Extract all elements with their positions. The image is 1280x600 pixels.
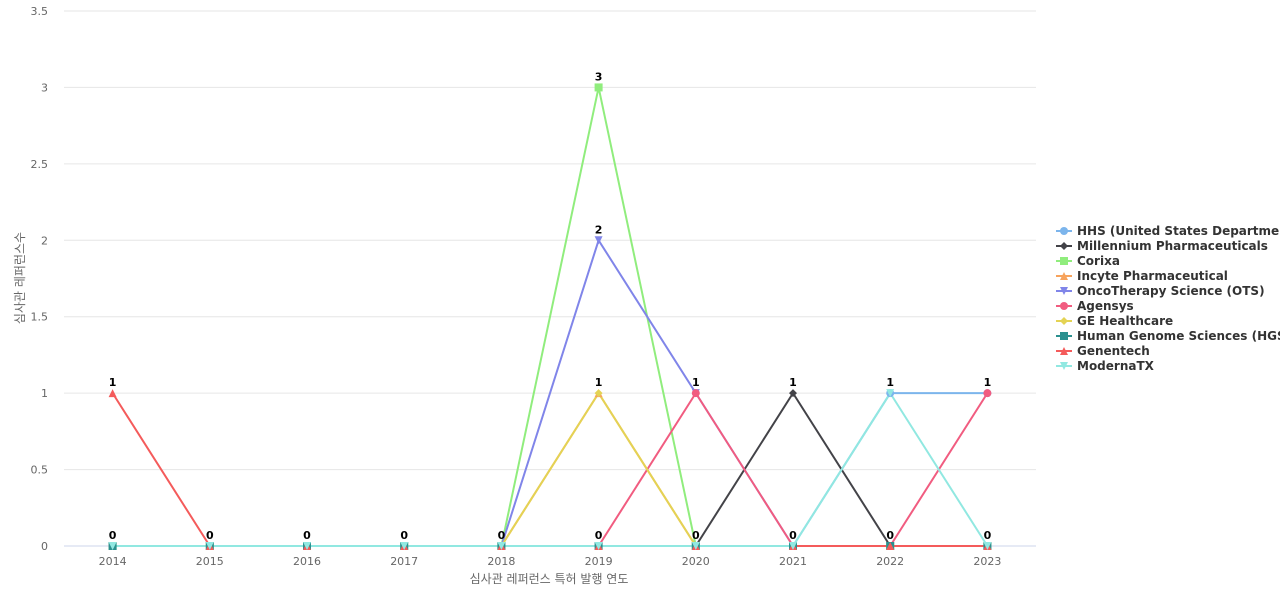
legend-item[interactable]: Millennium Pharmaceuticals [1056, 239, 1268, 253]
x-tick-label: 2021 [779, 555, 807, 568]
y-tick-label: 1 [41, 387, 48, 400]
legend-item[interactable]: GE Healthcare [1056, 314, 1173, 328]
series-9-point[interactable] [691, 542, 700, 550]
x-tick-label: 2022 [876, 555, 904, 568]
data-label: 1 [886, 376, 894, 389]
legend-label: OncoTherapy Science (OTS) [1077, 284, 1265, 298]
legend-label: Incyte Pharmaceutical [1077, 269, 1228, 283]
data-labels: 1 0 0 0 0 3 1 1 1 1 0 2 1 0 0 0 0 0 [109, 70, 992, 542]
legend-label: Corixa [1077, 254, 1120, 268]
x-tick-label: 2019 [585, 555, 613, 568]
series-2-point[interactable] [594, 83, 603, 92]
legend-marker [1060, 317, 1068, 325]
x-axis-ticks: 2014 2015 2016 2017 2018 2019 2020 2021 2022 2023 [99, 555, 1002, 568]
data-label: 0 [206, 529, 214, 542]
data-label: 0 [303, 529, 311, 542]
x-tick-label: 2020 [682, 555, 710, 568]
series-9-point[interactable] [108, 542, 117, 550]
legend-item[interactable]: Incyte Pharmaceutical [1056, 269, 1228, 283]
series-5-point[interactable] [691, 389, 700, 398]
legend-item[interactable]: Agensys [1056, 299, 1134, 313]
y-axis-title: 심사관 레퍼런스수 [13, 232, 27, 324]
series-9-point[interactable] [303, 542, 311, 550]
data-label: 0 [984, 529, 992, 542]
legend-item[interactable]: Human Genome Sciences (HGS) [1056, 329, 1280, 343]
x-tick-label: 2014 [99, 555, 127, 568]
data-label: 0 [692, 529, 700, 542]
series-8-point[interactable] [108, 389, 117, 398]
series-9-point[interactable] [205, 542, 214, 550]
legend-label: Agensys [1077, 299, 1134, 313]
data-label: 1 [692, 376, 700, 389]
legend-item[interactable]: ModernaTX [1056, 359, 1155, 373]
data-label: 0 [400, 529, 408, 542]
series-8-point[interactable] [886, 542, 895, 550]
legend-label: GE Healthcare [1077, 314, 1173, 328]
y-tick-label: 0.5 [31, 464, 49, 477]
series-markers [108, 83, 992, 550]
data-label: 1 [984, 376, 992, 389]
legend-label: Genentech [1077, 344, 1150, 358]
gridlines [64, 10, 1036, 547]
x-axis-title: 심사관 레퍼런스 특허 발행 연도 [470, 571, 629, 586]
series-9-point[interactable] [789, 542, 797, 550]
y-tick-label: 0 [41, 540, 48, 553]
series-1-point[interactable] [789, 389, 797, 398]
x-tick-label: 2015 [196, 555, 224, 568]
legend-marker [1060, 332, 1068, 340]
data-label: 2 [595, 223, 603, 236]
y-axis-ticks: 0 0.5 1 1.5 2 2.5 3 3.5 [31, 5, 49, 553]
series-9-point[interactable] [886, 389, 895, 398]
legend-marker [1060, 347, 1068, 355]
y-tick-label: 1.5 [31, 311, 49, 324]
series-9-point[interactable] [400, 542, 409, 550]
legend-marker [1060, 362, 1068, 370]
legend-label: HHS (United States Departme... [1077, 224, 1280, 238]
data-label: 0 [498, 529, 506, 542]
data-label: 1 [109, 376, 117, 389]
data-label: 0 [595, 529, 603, 542]
series-9-point[interactable] [594, 542, 603, 550]
data-label: 0 [109, 529, 117, 542]
x-tick-label: 2017 [390, 555, 418, 568]
legend-label: Millennium Pharmaceuticals [1077, 239, 1268, 253]
legend-item[interactable]: Corixa [1056, 254, 1120, 268]
legend: HHS (United States Departme...Millennium… [1056, 224, 1280, 373]
legend-label: Human Genome Sciences (HGS) [1077, 329, 1280, 343]
legend-label: ModernaTX [1077, 359, 1155, 373]
legend-marker [1060, 242, 1068, 250]
legend-marker [1060, 287, 1068, 295]
x-tick-label: 2018 [487, 555, 515, 568]
legend-marker [1060, 302, 1068, 310]
y-tick-label: 2.5 [31, 158, 49, 171]
legend-marker [1060, 227, 1068, 235]
series-lines [111, 86, 989, 547]
legend-item[interactable]: Genentech [1056, 344, 1150, 358]
data-label: 1 [595, 376, 603, 389]
data-label: 0 [789, 529, 797, 542]
series-5-point[interactable] [983, 389, 992, 398]
data-label: 3 [595, 70, 603, 83]
y-tick-label: 2 [41, 234, 48, 247]
legend-marker [1060, 272, 1068, 280]
y-tick-label: 3.5 [31, 5, 49, 18]
data-label: 0 [886, 529, 894, 542]
legend-marker [1060, 257, 1068, 265]
data-label: 1 [789, 376, 797, 389]
x-tick-label: 2016 [293, 555, 321, 568]
x-tick-label: 2023 [973, 555, 1001, 568]
legend-item[interactable]: HHS (United States Departme... [1056, 224, 1280, 238]
series-4-point[interactable] [594, 236, 603, 245]
series-9-point[interactable] [983, 542, 992, 550]
y-tick-label: 3 [41, 81, 48, 94]
series-line-9[interactable] [112, 392, 989, 547]
series-6-point[interactable] [594, 389, 603, 398]
series-9-point[interactable] [497, 542, 506, 550]
legend-item[interactable]: OncoTherapy Science (OTS) [1056, 284, 1265, 298]
